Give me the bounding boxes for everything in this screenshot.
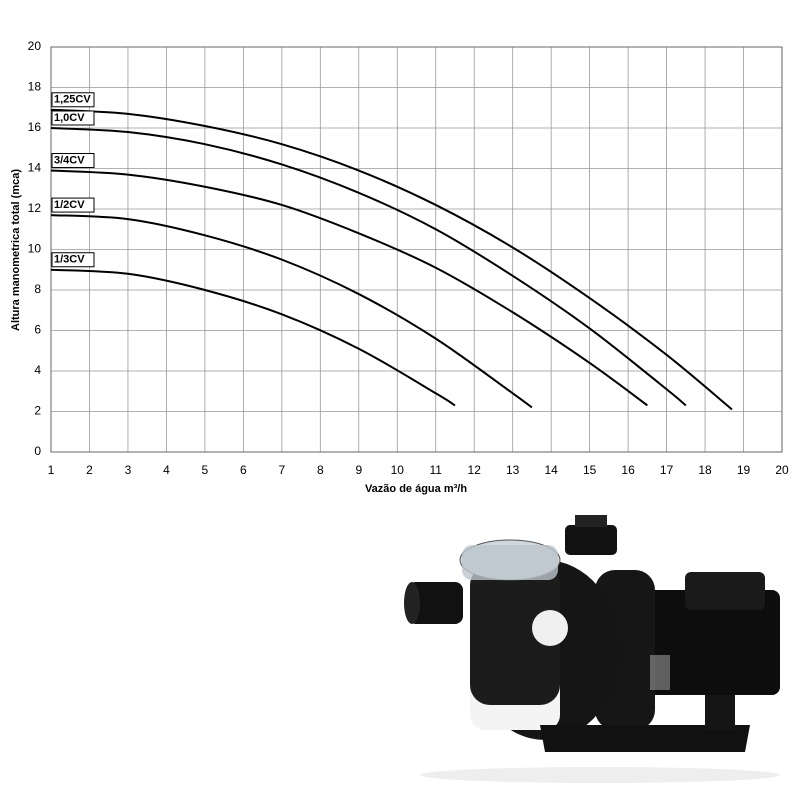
series-label: 3/4CV <box>54 154 85 166</box>
x-tick-label: 6 <box>240 463 247 477</box>
pump-illustration <box>404 515 780 783</box>
plot-frame <box>50 46 783 453</box>
y-tick-label: 4 <box>34 363 41 377</box>
y-tick-label: 10 <box>28 242 42 256</box>
series-label-box <box>51 197 95 213</box>
series-label-box <box>51 92 95 108</box>
x-tick-label: 7 <box>278 463 285 477</box>
y-tick-label: 18 <box>28 80 42 94</box>
x-tick-label: 10 <box>391 463 405 477</box>
y-tick-label: 8 <box>34 282 41 296</box>
y-tick-label: 20 <box>28 39 42 53</box>
x-tick-label: 19 <box>737 463 751 477</box>
series-label: 1/3CV <box>54 254 85 266</box>
x-tick-label: 11 <box>430 463 443 477</box>
y-tick-label: 0 <box>34 444 41 458</box>
x-axis-title: Vazão de água m³/h <box>365 483 467 495</box>
x-tick-label: 14 <box>544 463 558 477</box>
x-tick-label: 16 <box>621 463 635 477</box>
curve <box>50 127 687 407</box>
x-tick-label: 4 <box>163 463 170 477</box>
x-tick-label: 2 <box>86 463 93 477</box>
x-tick-label: 12 <box>468 463 482 477</box>
curve <box>50 108 733 411</box>
x-tick-label: 20 <box>775 463 789 477</box>
x-tick-label: 9 <box>355 463 362 477</box>
y-tick-label: 14 <box>28 161 42 175</box>
x-tick-label: 13 <box>506 463 520 477</box>
x-tick-label: 18 <box>698 463 712 477</box>
curve <box>50 169 648 407</box>
y-axis-title: Altura manometrica total (mca) <box>10 169 22 331</box>
y-tick-label: 12 <box>28 201 42 215</box>
curve <box>50 214 533 409</box>
series-label: 1/2CV <box>54 199 85 211</box>
y-tick-label: 2 <box>34 404 41 418</box>
y-tick-label: 16 <box>28 120 42 134</box>
series-label-box <box>51 110 95 126</box>
x-tick-label: 15 <box>583 463 597 477</box>
series-label: 1,0CV <box>54 112 85 124</box>
x-tick-label: 1 <box>48 463 55 477</box>
x-tick-label: 17 <box>660 463 674 477</box>
x-tick-label: 3 <box>125 463 132 477</box>
series-label: 1,25CV <box>54 94 91 106</box>
series-label-box <box>51 252 95 268</box>
y-tick-label: 6 <box>34 323 41 337</box>
series-label-box <box>51 153 95 169</box>
curve <box>50 268 456 407</box>
x-tick-label: 8 <box>317 463 324 477</box>
x-tick-label: 5 <box>202 463 209 477</box>
